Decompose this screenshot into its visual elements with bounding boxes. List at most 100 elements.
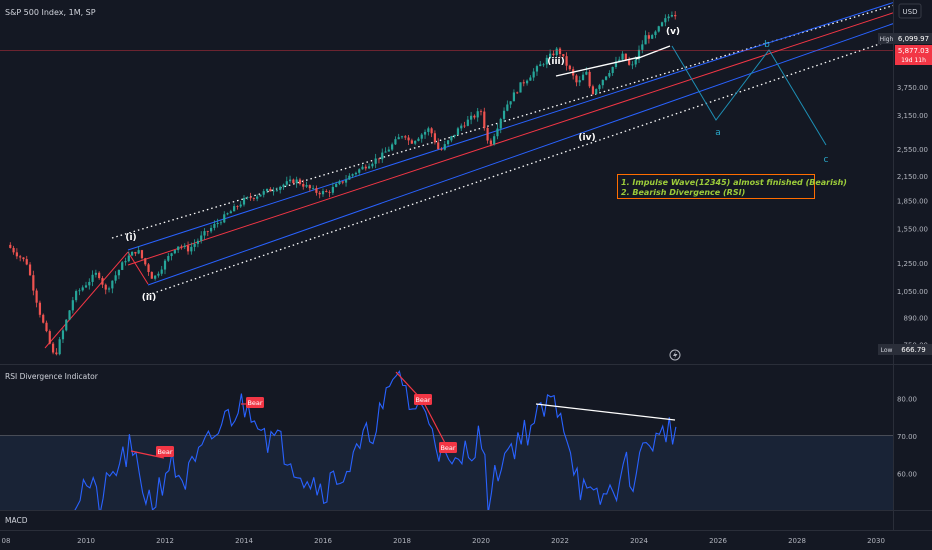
candle — [371, 162, 374, 169]
channel-lower-dotted[interactable] — [147, 26, 932, 296]
bear-badge-bg — [246, 397, 264, 408]
candle — [117, 269, 121, 280]
candle — [137, 246, 140, 255]
candle-body — [641, 44, 644, 50]
candle-body — [578, 80, 581, 83]
candle-body — [256, 196, 259, 199]
rsi-line[interactable] — [70, 369, 677, 526]
candle — [483, 107, 486, 131]
channel-lines[interactable] — [44, 0, 932, 349]
candle-body — [384, 151, 387, 153]
candle — [19, 254, 22, 262]
candle — [516, 91, 519, 94]
bear-signal-badge[interactable]: Bear — [246, 397, 264, 408]
candle — [591, 84, 595, 96]
candle — [101, 276, 104, 289]
candle — [443, 140, 446, 151]
channel-middle-red[interactable] — [127, 0, 932, 266]
candle — [236, 205, 239, 210]
analysis-note[interactable]: 1. Impulse Wave(12345) almost finished (… — [617, 174, 847, 199]
rsi-divergence-4[interactable] — [422, 400, 447, 446]
wave-annotations[interactable] — [555, 45, 827, 146]
candle — [595, 88, 598, 95]
rsi-divergence-white[interactable] — [535, 403, 676, 421]
channel-upper-dotted[interactable] — [111, 0, 932, 239]
candle — [45, 320, 48, 333]
candle-body — [624, 53, 627, 60]
price-tick-label: 3,150.00 — [897, 112, 928, 120]
candle-body — [167, 256, 170, 261]
rsi-line-group[interactable] — [70, 369, 677, 526]
candle-body — [400, 136, 404, 138]
candle — [68, 309, 71, 320]
wave-i-line[interactable] — [44, 251, 129, 349]
candle-body — [55, 352, 58, 355]
time-axis[interactable]: 08 2010 2012 2014 2016 2018 2020 2022 2024 2026 20… — [2, 537, 885, 545]
channel-lower-blue[interactable] — [147, 10, 932, 286]
channel-upper-blue[interactable] — [127, 0, 932, 251]
wave-ii-line[interactable] — [127, 251, 149, 285]
candle-body — [216, 222, 219, 225]
candle — [65, 319, 68, 332]
currency-label: USD — [903, 8, 918, 16]
candle-body — [117, 269, 121, 276]
candle — [430, 127, 433, 138]
candle — [473, 114, 476, 120]
candle-body — [637, 49, 641, 60]
candle-body — [506, 104, 509, 111]
candle — [252, 197, 255, 202]
candle-body — [19, 256, 22, 258]
rsi-divergences[interactable]: Bear Bear Bear Bear — [130, 371, 676, 459]
bear-signal-badge[interactable]: Bear — [439, 442, 457, 453]
candle — [364, 164, 367, 171]
candle — [9, 242, 12, 249]
price-axis[interactable]: USD 5,100.004,500.003,750.003,150.002,55… — [878, 3, 932, 355]
candle — [78, 288, 81, 296]
macd-title[interactable]: MACD — [5, 516, 28, 525]
price-high-trendline[interactable] — [635, 45, 671, 60]
candle-body — [160, 269, 163, 274]
candle-body — [420, 134, 423, 139]
symbol-title[interactable]: S&P 500 Index, 1M, SP — [5, 8, 96, 17]
candle-body — [509, 101, 512, 105]
candle — [568, 64, 571, 71]
candle — [338, 179, 341, 186]
lightning-icon[interactable] — [669, 349, 681, 361]
candle — [496, 123, 499, 140]
bear-signal-badge[interactable]: Bear — [156, 446, 174, 457]
currency-button[interactable] — [898, 3, 922, 19]
candle — [312, 185, 315, 190]
candle — [420, 133, 423, 143]
candle — [539, 61, 542, 67]
candle-body — [91, 274, 94, 282]
candle-body — [568, 65, 571, 70]
rsi-title[interactable]: RSI Divergence Indicator — [5, 372, 99, 381]
candle — [75, 289, 78, 303]
candle — [121, 261, 124, 271]
time-tick-label: 2024 — [630, 537, 648, 545]
candle — [542, 62, 545, 67]
candle — [565, 52, 568, 71]
candle — [111, 280, 114, 294]
candle — [529, 75, 532, 81]
candle-body — [111, 280, 114, 289]
candle — [525, 79, 529, 86]
bear-badge-label: Bear — [247, 399, 262, 407]
candle — [522, 79, 525, 87]
candle-body — [456, 128, 460, 135]
candle-body — [81, 287, 84, 291]
candle — [150, 271, 153, 279]
candle — [331, 182, 334, 195]
price-divergence-line[interactable] — [555, 56, 641, 77]
candle-body — [473, 115, 476, 118]
candle — [440, 147, 443, 151]
candle — [219, 220, 223, 226]
bear-signal-badge[interactable]: Bear — [414, 394, 432, 405]
correction-projection[interactable] — [671, 45, 827, 146]
candle — [598, 83, 601, 92]
candle — [61, 328, 65, 343]
candle — [173, 249, 176, 255]
candle-body — [35, 290, 38, 303]
candle-body — [130, 251, 134, 256]
candle — [555, 46, 558, 57]
